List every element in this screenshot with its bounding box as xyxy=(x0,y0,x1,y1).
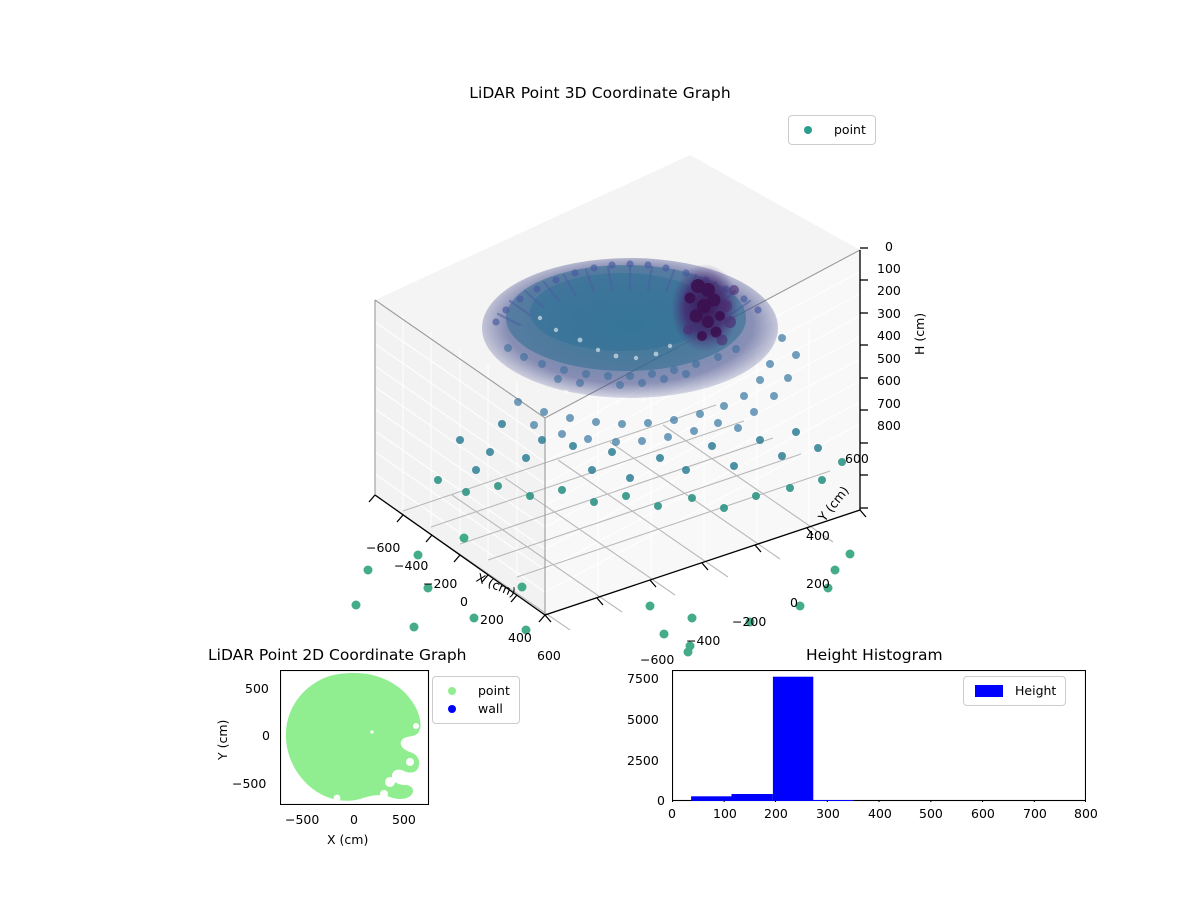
x3d-tick-5: 400 xyxy=(508,630,532,645)
y3d-tick-3: 0 xyxy=(790,595,798,610)
z3d-tick-2: 200 xyxy=(877,283,901,298)
z3d-tick-8: 800 xyxy=(877,418,901,433)
legend-label-wall-2d: wall xyxy=(478,701,503,716)
grid-walls xyxy=(374,271,861,597)
hist-xtick-5: 500 xyxy=(919,806,943,821)
wall-marker-icon xyxy=(448,705,456,713)
legend-label-point-2d: point xyxy=(478,683,510,698)
x3d-tick-2: −200 xyxy=(423,576,458,591)
y3d-tick-6: 600 xyxy=(845,451,869,466)
z3d-axis-label: H (cm) xyxy=(912,312,927,355)
hist-xtick-0: 0 xyxy=(668,806,676,821)
hist-ytick-2: 5000 xyxy=(627,712,659,727)
hist-xtick-1: 100 xyxy=(713,806,737,821)
x3d-tick-4: 200 xyxy=(480,612,504,627)
plot2d-canvas xyxy=(280,670,430,805)
plot3d-canvas xyxy=(351,155,868,657)
hist-xtick-4: 400 xyxy=(868,806,892,821)
hist-ytick-0: 0 xyxy=(657,793,665,808)
point-marker-icon xyxy=(448,687,456,695)
point-cloud-3d xyxy=(434,258,846,512)
y2d-axis-label: Y (cm) xyxy=(215,719,230,760)
z3d-tick-0: 0 xyxy=(885,239,893,254)
plot2d-title: LiDAR Point 2D Coordinate Graph xyxy=(208,646,467,664)
y2d-tick-1: 0 xyxy=(262,728,270,743)
x3d-tick-3: 0 xyxy=(460,594,468,609)
y3d-tick-1: −400 xyxy=(686,633,721,648)
axis-ticks-x3d xyxy=(368,494,546,623)
legend-item-point: point xyxy=(798,121,866,139)
x3d-tick-6: 600 xyxy=(537,648,561,663)
hist-xtick-6: 600 xyxy=(971,806,995,821)
hist-xtick-8: 800 xyxy=(1074,806,1098,821)
hist-xtick-3: 300 xyxy=(816,806,840,821)
point-cloud-2d xyxy=(285,673,421,802)
z3d-tick-4: 400 xyxy=(877,328,901,343)
y2d-tick-0: −500 xyxy=(232,776,267,791)
axis-ticks-y3d xyxy=(544,509,867,623)
histogram-title: Height Histogram xyxy=(806,646,943,664)
z3d-tick-3: 300 xyxy=(877,306,901,321)
x2d-axis-label: X (cm) xyxy=(327,832,369,847)
histogram-bars xyxy=(691,676,854,801)
plot3d-legend[interactable]: point xyxy=(788,115,876,145)
y3d-tick-4: 200 xyxy=(806,576,830,591)
x2d-tick-0: −500 xyxy=(285,812,320,827)
y3d-tick-5: 400 xyxy=(806,528,830,543)
x3d-tick-1: −400 xyxy=(394,558,429,573)
legend-item-wall-2d: wall xyxy=(442,700,510,718)
plot2d-legend[interactable]: point wall xyxy=(432,676,520,724)
outlier-points-3d xyxy=(351,533,855,657)
legend-label-point: point xyxy=(834,122,866,137)
x2d-tick-2: 500 xyxy=(392,812,416,827)
legend-item-height: Height xyxy=(973,682,1056,700)
histogram-xticks xyxy=(672,800,1086,802)
z3d-tick-1: 100 xyxy=(877,261,901,276)
z3d-tick-6: 600 xyxy=(877,373,901,388)
axis-ticks-z3d xyxy=(860,247,868,509)
y2d-tick-2: 500 xyxy=(245,681,269,696)
x3d-tick-0: −600 xyxy=(366,540,401,555)
x2d-tick-1: 0 xyxy=(350,812,358,827)
hist-xtick-2: 200 xyxy=(764,806,788,821)
y3d-tick-0: −600 xyxy=(640,652,675,667)
legend-label-height: Height xyxy=(1015,683,1057,698)
histogram-canvas xyxy=(672,670,1086,802)
z3d-tick-5: 500 xyxy=(877,351,901,366)
y3d-tick-2: −200 xyxy=(732,614,767,629)
histogram-legend[interactable]: Height xyxy=(963,676,1067,706)
z3d-tick-7: 700 xyxy=(877,396,901,411)
point-marker-icon xyxy=(804,126,812,134)
hist-ytick-3: 7500 xyxy=(627,671,659,686)
legend-item-point-2d: point xyxy=(442,682,510,700)
plot3d-title: LiDAR Point 3D Coordinate Graph xyxy=(469,84,731,102)
hist-ytick-1: 2500 xyxy=(627,753,659,768)
hist-xtick-7: 700 xyxy=(1023,806,1047,821)
height-swatch-icon xyxy=(975,685,1003,697)
